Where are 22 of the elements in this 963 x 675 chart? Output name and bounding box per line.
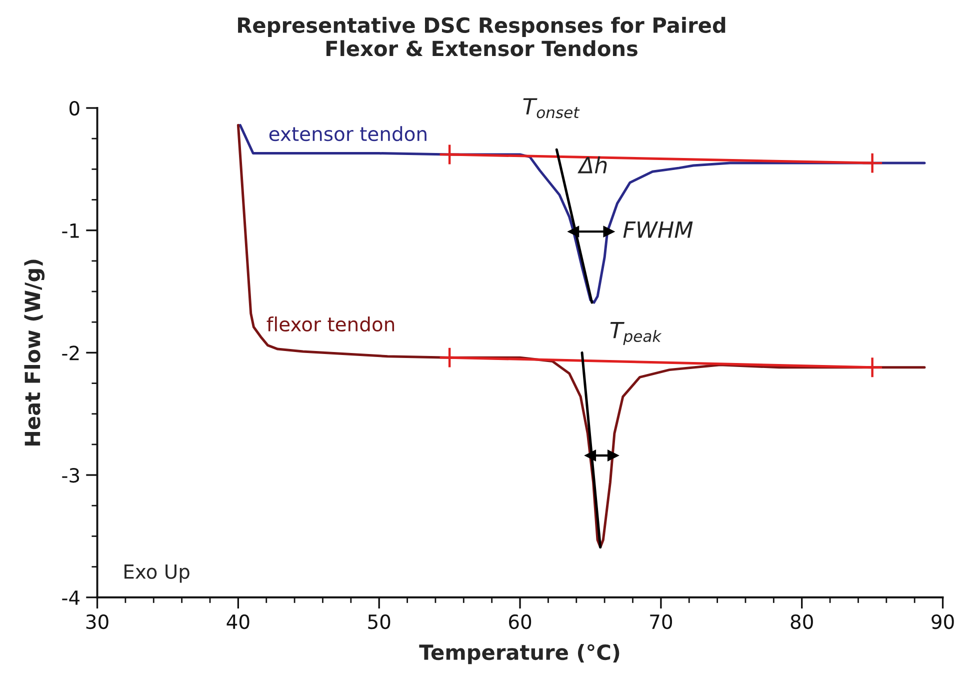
annotation: T$_{onset}$	[523, 98, 580, 118]
x-tick-label: 40	[226, 614, 250, 630]
x-tick-label: 70	[650, 614, 672, 630]
chart-title: Representative DSC Responses for Paired Flexor & Extensor Tendons	[238, 16, 726, 56]
annotation: T$_{peak}$	[610, 322, 662, 346]
x-axis-title: Temperature (°C)	[419, 644, 620, 664]
x-tick-label: 80	[790, 614, 813, 630]
annotation: Δh	[578, 156, 607, 174]
y-tick-label: -2	[62, 346, 79, 360]
y-tick-label: -1	[62, 224, 79, 238]
x-tick-label: 30	[86, 614, 108, 630]
series-label: flexor tendon	[266, 316, 394, 332]
x-tick-label: 90	[932, 614, 954, 630]
series-label: extensor tendon	[269, 126, 426, 142]
y-axis-title: Heat Flow (W/g)	[24, 260, 45, 446]
y-tick-label: -3	[62, 468, 80, 483]
x-tick-label: 60	[509, 614, 532, 630]
annotation: Exo Up	[124, 564, 190, 583]
x-tick-label: 50	[368, 614, 390, 630]
annotation: FWHM	[623, 222, 693, 238]
y-tick-label: 0	[70, 100, 80, 116]
y-tick-label: -4	[62, 590, 80, 605]
